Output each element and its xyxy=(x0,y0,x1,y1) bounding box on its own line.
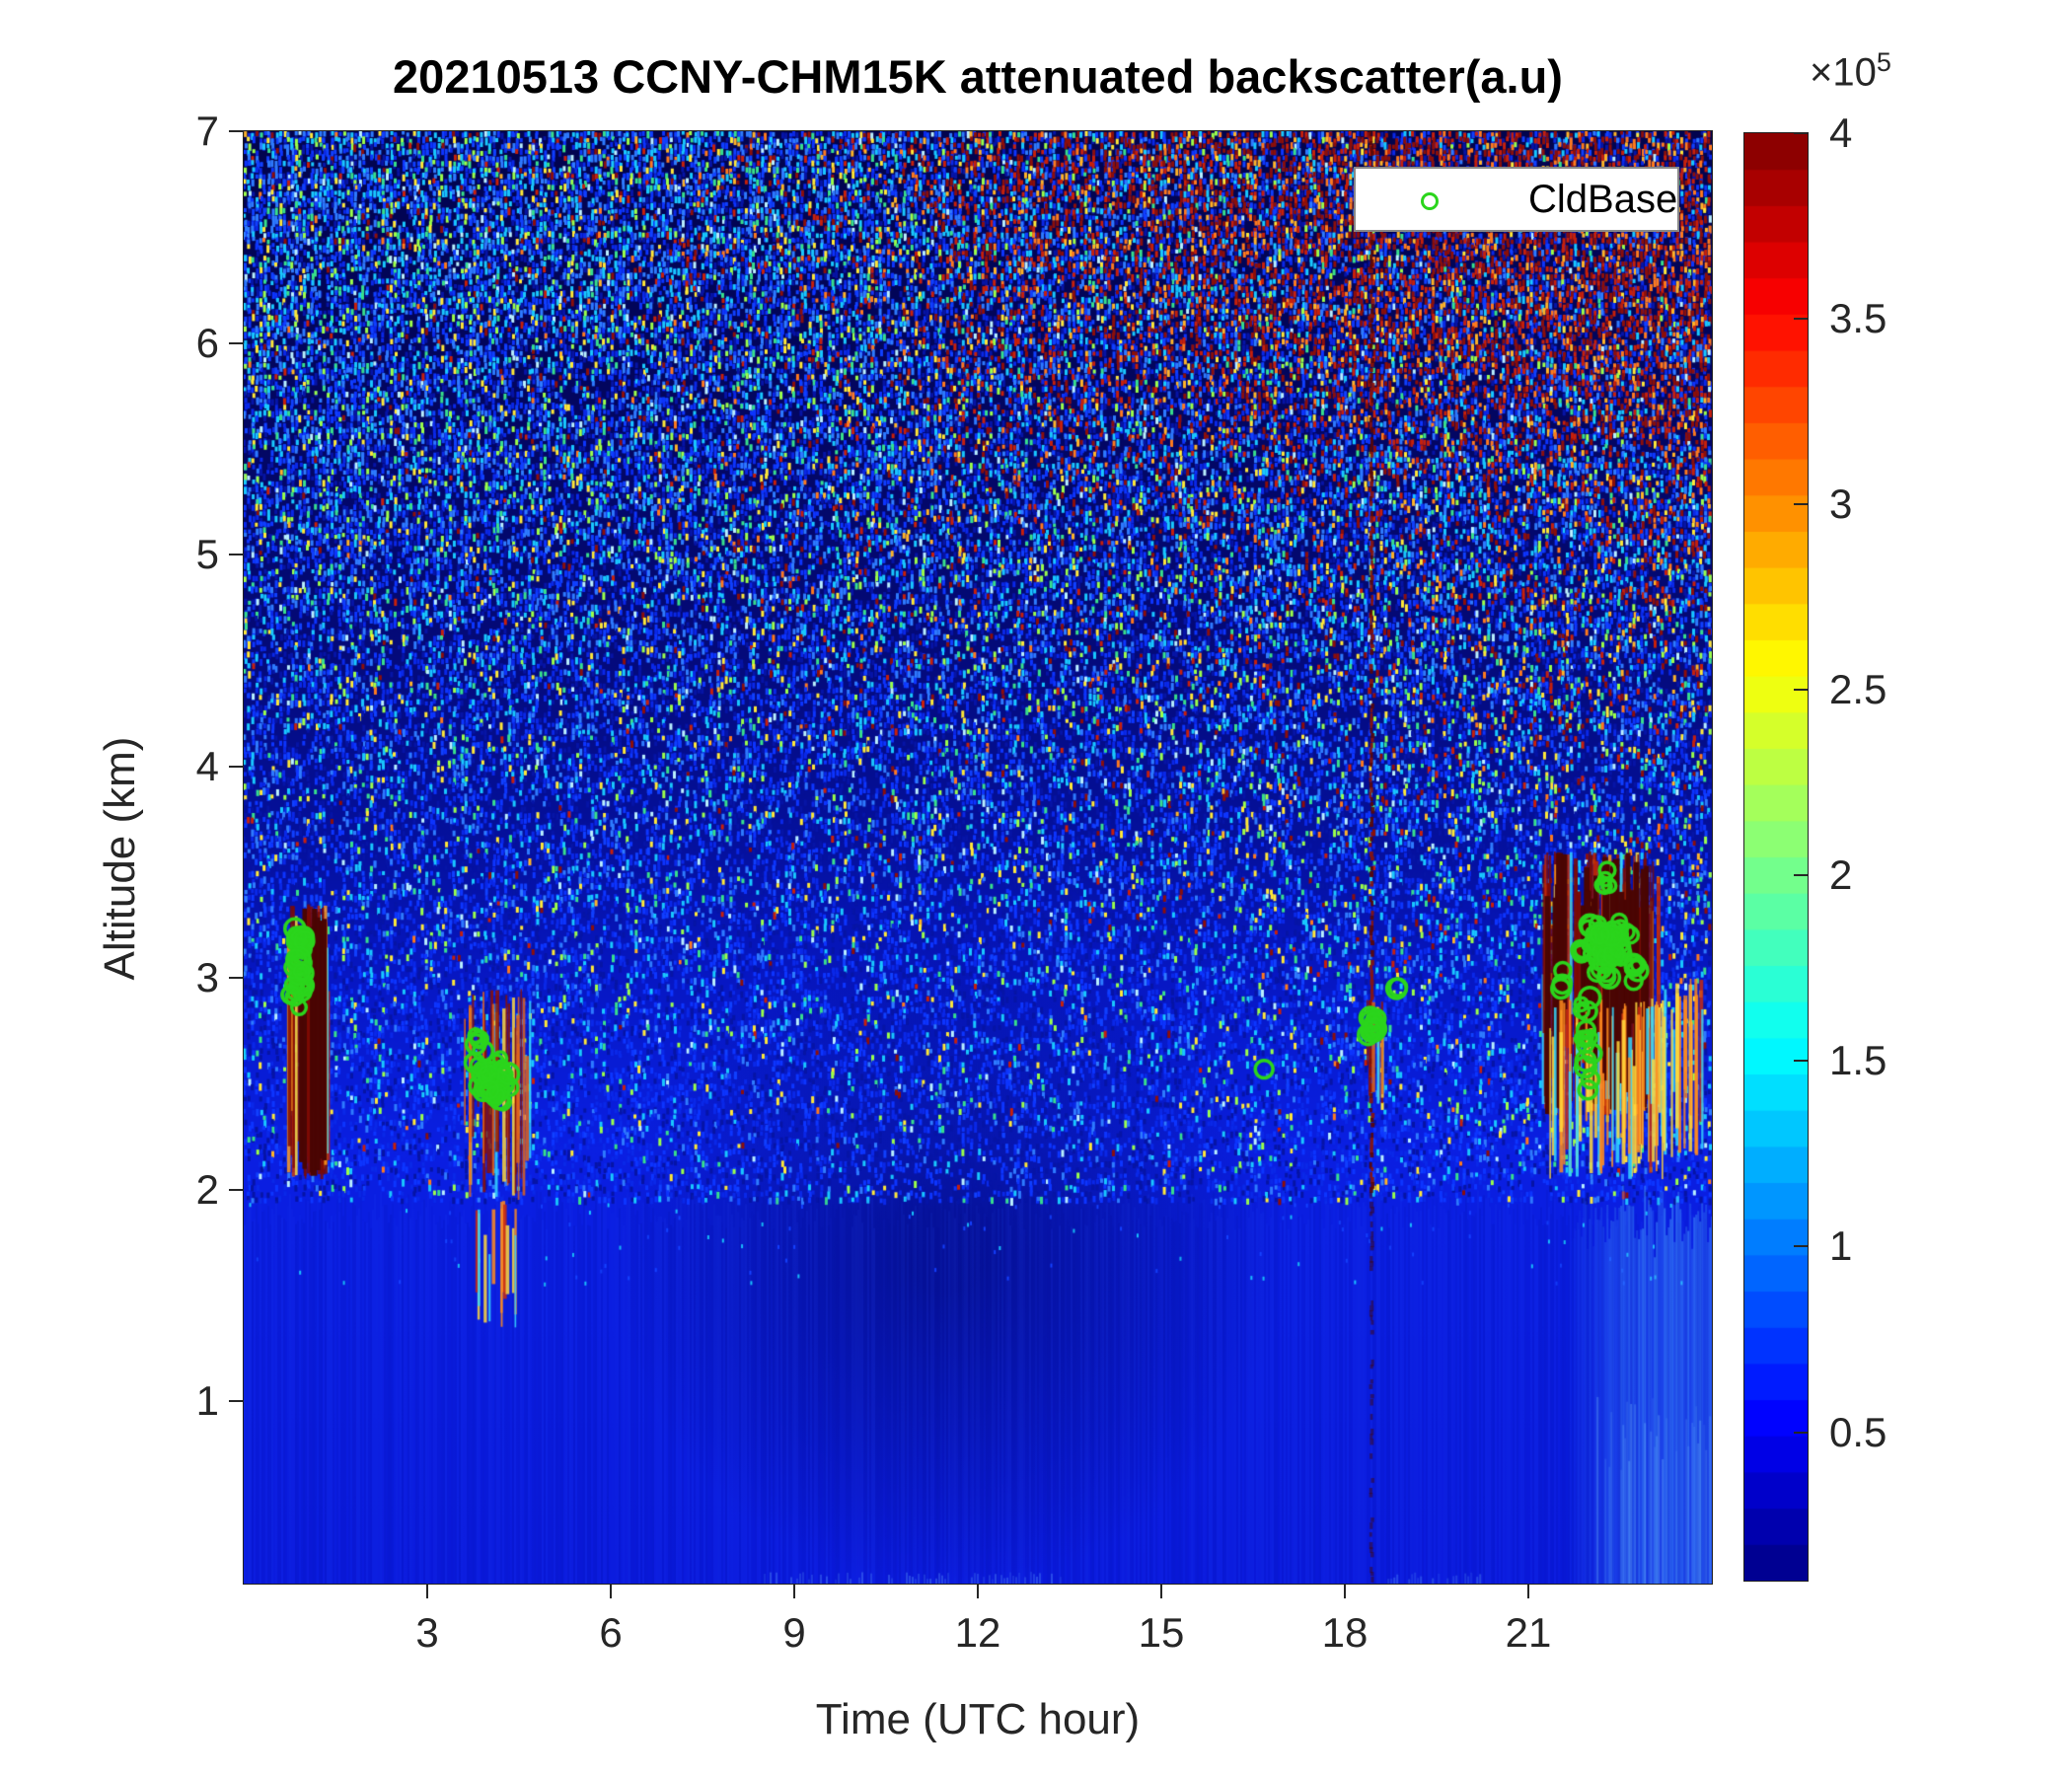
x-tick-mark xyxy=(977,1585,979,1598)
x-tick-label: 21 xyxy=(1505,1609,1552,1656)
legend-label: CldBase xyxy=(1528,178,1678,221)
colorbar-tick-label: 2.5 xyxy=(1829,666,1887,713)
x-tick-label: 9 xyxy=(782,1609,806,1656)
y-tick-mark xyxy=(229,977,243,980)
y-tick-mark xyxy=(229,765,243,768)
x-tick-label: 18 xyxy=(1321,1609,1369,1656)
x-tick-mark xyxy=(1527,1585,1529,1598)
x-tick-mark xyxy=(793,1585,795,1598)
colorbar-tick-mark xyxy=(1794,689,1808,692)
colorbar-tick-mark xyxy=(1794,503,1808,506)
cldbase-circle-marker-icon xyxy=(1421,192,1439,210)
y-tick-label: 3 xyxy=(195,954,219,1001)
x-tick-label: 3 xyxy=(415,1609,439,1656)
y-tick-label: 4 xyxy=(195,742,219,789)
y-tick-mark xyxy=(229,554,243,556)
colorbar-tick-label: 3 xyxy=(1829,481,1853,528)
y-tick-mark xyxy=(229,341,243,344)
y-tick-label: 6 xyxy=(195,319,219,366)
colorbar-tick-label: 1.5 xyxy=(1829,1037,1887,1084)
y-tick-label: 7 xyxy=(195,108,219,154)
colorbar-tick-label: 0.5 xyxy=(1829,1408,1887,1455)
x-tick-mark xyxy=(1160,1585,1162,1598)
plot-area xyxy=(243,130,1713,1585)
colorbar-exponent-power: 5 xyxy=(1876,47,1891,77)
colorbar-exponent-base: ×10 xyxy=(1810,50,1877,95)
y-tick-mark xyxy=(229,130,243,132)
heatmap-canvas xyxy=(244,131,1712,1584)
x-tick-mark xyxy=(426,1585,428,1598)
y-tick-label: 2 xyxy=(195,1165,219,1213)
y-tick-mark xyxy=(229,1400,243,1403)
colorbar-tick-label: 3.5 xyxy=(1829,295,1887,342)
colorbar-tick-mark xyxy=(1794,874,1808,877)
x-tick-mark xyxy=(610,1585,612,1598)
legend: CldBase xyxy=(1354,167,1679,232)
colorbar-tick-label: 2 xyxy=(1829,851,1853,899)
y-tick-label: 1 xyxy=(195,1377,219,1425)
colorbar-tick-label: 1 xyxy=(1829,1222,1853,1270)
colorbar-canvas xyxy=(1744,133,1808,1581)
x-axis-label: Time (UTC hour) xyxy=(815,1695,1141,1743)
y-tick-mark xyxy=(229,1188,243,1191)
colorbar-tick-mark xyxy=(1794,1431,1808,1434)
colorbar xyxy=(1743,132,1809,1582)
colorbar-tick-mark xyxy=(1794,132,1808,134)
plot-title: 20210513 CCNY-CHM15K attenuated backscat… xyxy=(393,50,1563,103)
colorbar-tick-mark xyxy=(1794,1245,1808,1248)
x-tick-label: 12 xyxy=(954,1609,1001,1656)
colorbar-tick-label: 4 xyxy=(1829,110,1853,156)
x-tick-label: 15 xyxy=(1138,1609,1185,1656)
colorbar-exponent: ×105 xyxy=(1810,47,1891,95)
colorbar-tick-mark xyxy=(1794,1060,1808,1063)
x-tick-mark xyxy=(1344,1585,1346,1598)
colorbar-tick-mark xyxy=(1794,318,1808,321)
x-tick-label: 6 xyxy=(599,1609,623,1656)
y-tick-label: 5 xyxy=(195,531,219,578)
